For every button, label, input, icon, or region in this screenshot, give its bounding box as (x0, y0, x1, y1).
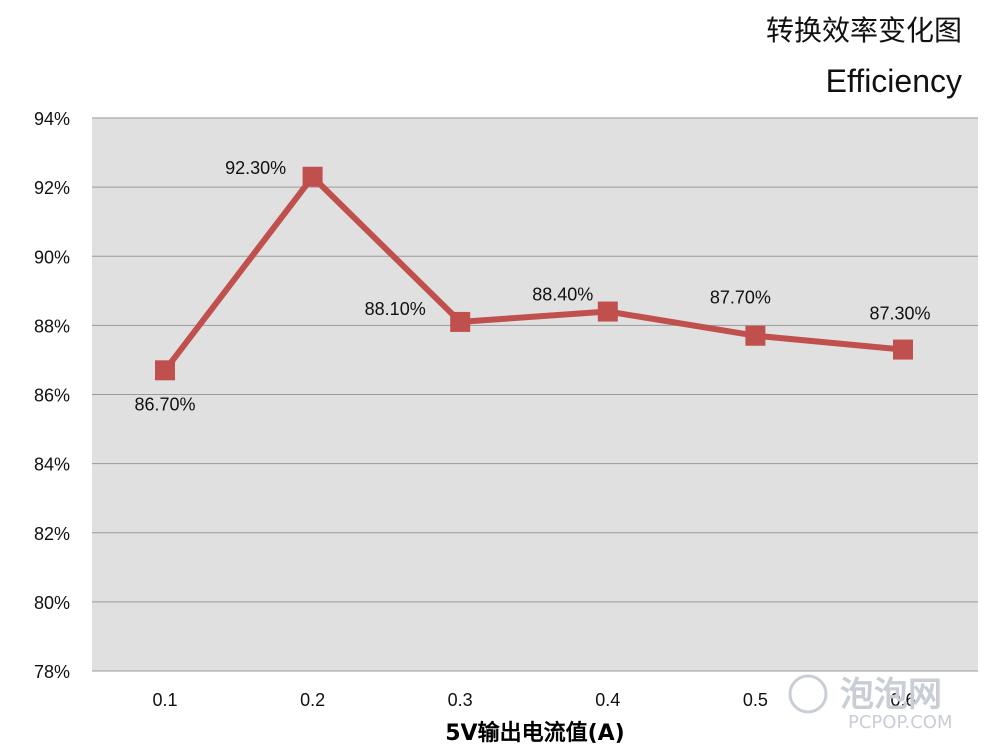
data-label: 88.10% (365, 299, 426, 319)
x-tick-label: 0.2 (300, 690, 325, 710)
data-label: 92.30% (225, 158, 286, 178)
data-label: 87.70% (710, 288, 771, 308)
series-markers (155, 166, 913, 381)
y-tick-label: 86% (34, 386, 70, 406)
data-label: 87.30% (869, 304, 930, 324)
x-axis-label: 5V输出电流值(A) (445, 720, 624, 746)
chart-title: 转换效率变化图 (766, 14, 962, 47)
x-axis-ticks: 0.1 0.2 0.3 0.4 0.5 0.6 (152, 690, 915, 710)
y-axis-ticks: 78% 80% 82% 84% 86% 88% 90% 92% 94% (34, 109, 70, 682)
y-tick-label: 78% (34, 662, 70, 682)
x-tick-label: 0.3 (448, 690, 473, 710)
data-label: 86.70% (134, 394, 195, 414)
x-tick-label: 0.4 (595, 690, 620, 710)
data-labels: 86.70% 92.30% 88.10% 88.40% 87.70% 87.30% (134, 158, 930, 415)
y-tick-label: 80% (34, 593, 70, 613)
data-point-marker (745, 325, 766, 346)
y-tick-label: 92% (34, 178, 70, 198)
data-point-marker (155, 360, 175, 381)
watermark-site: PCPOP.COM (848, 712, 952, 733)
x-tick-label: 0.6 (890, 690, 915, 710)
watermark-logo-icon (788, 674, 828, 714)
data-point-marker (597, 301, 618, 322)
gridlines (92, 117, 978, 672)
y-tick-label: 90% (34, 247, 70, 267)
chart-subtitle: Efficiency (826, 63, 962, 99)
data-point-marker (893, 339, 913, 360)
watermark-brand: 泡泡网 (840, 675, 942, 715)
data-label: 88.40% (532, 285, 593, 305)
y-tick-label: 84% (34, 455, 70, 475)
data-point-marker (450, 311, 471, 332)
x-tick-label: 0.1 (152, 690, 177, 710)
y-tick-label: 94% (34, 109, 70, 129)
y-tick-label: 82% (34, 524, 70, 544)
watermark: 泡泡网 PCPOP.COM (788, 674, 952, 733)
x-tick-label: 0.5 (743, 690, 768, 710)
y-tick-label: 88% (34, 316, 70, 336)
data-point-marker (302, 166, 323, 187)
series-line (162, 173, 906, 374)
